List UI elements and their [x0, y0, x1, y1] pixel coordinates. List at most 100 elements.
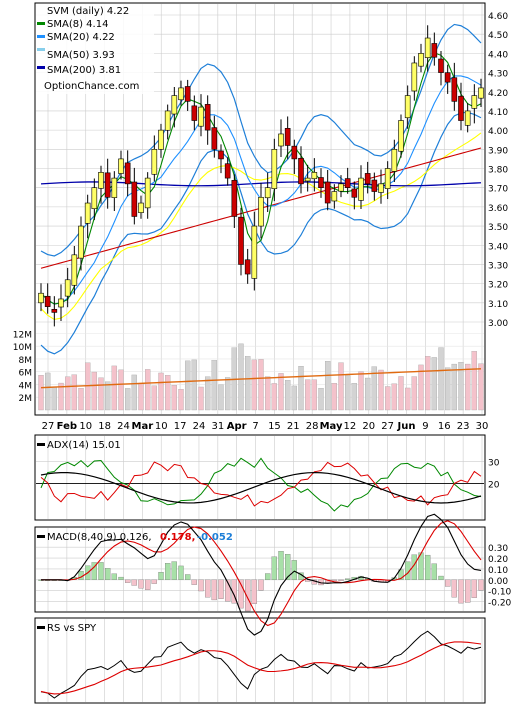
volume-tick-label: 4M — [19, 381, 33, 391]
macd-histogram-bar — [112, 574, 117, 580]
price-tick-label: 4.50 — [488, 31, 508, 41]
macd-histogram-bar — [185, 575, 190, 580]
candle-body — [312, 172, 317, 178]
volume-bar — [319, 388, 324, 410]
macd-tick-label: 0.30 — [488, 544, 508, 554]
x-tick-label: 28 — [306, 421, 319, 432]
macd-histogram-bar — [132, 580, 137, 586]
candle-body — [272, 149, 277, 188]
x-tick-label: 20 — [362, 421, 375, 432]
candle-body — [92, 188, 97, 209]
adx-tick-label: 20 — [488, 480, 500, 490]
price-tick-label: 3.50 — [488, 223, 508, 233]
macd-histogram-bar — [432, 564, 437, 580]
candle-body — [259, 197, 264, 226]
candle-body — [419, 53, 424, 66]
x-tick-label: 27 — [42, 421, 55, 432]
price-tick-label: 4.30 — [488, 70, 508, 80]
volume-bar — [385, 387, 390, 410]
macd-histogram-bar — [292, 560, 297, 579]
volume-bar — [225, 377, 230, 410]
volume-bar — [39, 375, 44, 410]
candle-body — [439, 59, 444, 73]
volume-bar — [179, 389, 184, 410]
x-tick-label: Apr — [227, 421, 247, 432]
volume-bar — [359, 372, 364, 410]
volume-tick-label: 8M — [19, 356, 33, 366]
candle-body — [425, 38, 430, 58]
legend-brand: OptionChance.com — [44, 81, 139, 92]
candle-body — [112, 178, 117, 198]
macd-histogram-bar — [192, 580, 197, 585]
candle-body — [45, 296, 50, 306]
volume-bar — [432, 357, 437, 410]
candle-body — [359, 178, 364, 200]
macd-histogram-bar — [139, 580, 144, 588]
volume-bar — [205, 377, 210, 410]
price-tick-label: 3.60 — [488, 204, 508, 214]
candle-body — [225, 164, 230, 178]
x-tick-label: 10 — [79, 421, 92, 432]
macd-histogram-bar — [265, 574, 270, 580]
volume-bar — [125, 388, 130, 410]
macd-tick-label: -0.20 — [488, 599, 512, 609]
volume-bar — [159, 373, 164, 410]
candle-body — [325, 182, 330, 203]
candle-body — [72, 255, 77, 285]
volume-bar — [305, 380, 310, 410]
candle-body — [99, 172, 104, 188]
price-tick-label: 4.10 — [488, 108, 508, 118]
candle-body — [279, 134, 284, 146]
x-tick-label: May — [320, 421, 343, 432]
volume-bar — [132, 375, 137, 410]
candle-body — [452, 78, 457, 102]
adx-swatch — [37, 443, 45, 446]
volume-bar — [185, 361, 190, 410]
price-tick-label: 3.10 — [488, 300, 508, 310]
volume-bar — [299, 366, 304, 410]
volume-bar — [139, 383, 144, 410]
volume-bar — [339, 363, 344, 410]
candle-body — [39, 293, 44, 303]
candle-body — [192, 106, 197, 121]
volume-bar — [292, 386, 297, 410]
volume-bar — [279, 373, 284, 410]
macd-histogram-bar — [179, 566, 184, 580]
macd-histogram-bar — [459, 580, 464, 603]
volume-bar — [92, 372, 97, 410]
volume-bar — [252, 360, 257, 410]
volume-bar — [165, 375, 170, 410]
candle-body — [65, 280, 70, 296]
candle-body — [239, 217, 244, 264]
macd-histogram-bar — [159, 572, 164, 580]
price-tick-label: 3.70 — [488, 185, 508, 195]
macd-histogram-bar — [472, 580, 477, 598]
candle-body — [152, 149, 157, 174]
volume-bar — [112, 366, 117, 410]
volume-bar — [285, 380, 290, 410]
volume-bar — [192, 360, 197, 410]
candle-body — [305, 178, 310, 181]
volume-bar — [239, 344, 244, 410]
volume-bar — [465, 364, 470, 410]
candle-body — [125, 163, 130, 184]
volume-tick-label: 10M — [13, 343, 32, 353]
candle-body — [52, 309, 57, 312]
candle-body — [105, 173, 110, 197]
volume-bar — [345, 376, 350, 410]
candle-body — [465, 111, 470, 125]
x-tick-label: 21 — [287, 421, 300, 432]
price-tick-label: 4.00 — [488, 127, 508, 137]
x-tick-label: 9 — [422, 421, 428, 432]
candle-body — [459, 96, 464, 120]
candle-body — [292, 146, 297, 159]
volume-bar — [99, 378, 104, 410]
volume-bar — [425, 356, 430, 410]
x-tick-label: 15 — [268, 421, 281, 432]
legend-swatch-sma50 — [37, 48, 45, 51]
macd-histogram-bar — [339, 580, 344, 581]
macd-histogram-bar — [99, 562, 104, 579]
candle-body — [85, 203, 90, 223]
rs-swatch — [37, 626, 45, 629]
